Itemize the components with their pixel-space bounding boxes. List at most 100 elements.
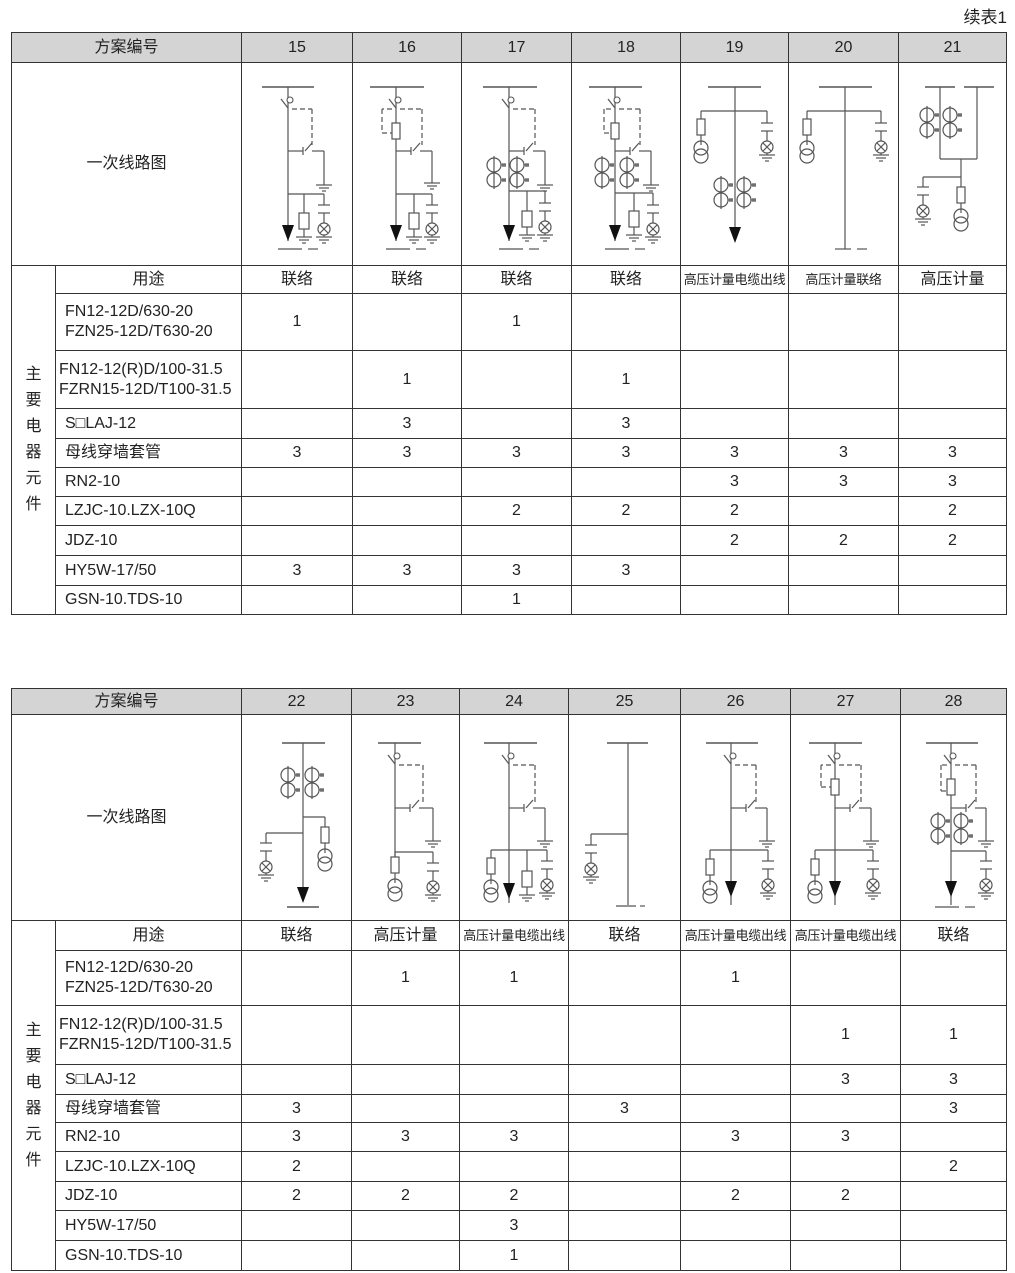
component-name: JDZ-10 [56, 1182, 242, 1211]
cable-outlet-arrow-icon [503, 225, 515, 241]
quantity-value: 1 [512, 591, 521, 608]
diagram-row-label: 一次线路图 [12, 63, 242, 266]
header-scheme-label: 方案编号 [12, 33, 242, 63]
component-quantity [791, 1152, 901, 1182]
cable-outlet-arrow-icon [945, 881, 957, 897]
ground-icon [915, 218, 931, 226]
component-name: FN12-12(R)D/100-31.5 FZRN15-12D/T100-31.5 [56, 1006, 242, 1065]
fuse-icon [610, 122, 620, 140]
component-quantity [569, 1123, 681, 1152]
earth-switch-icon [731, 799, 768, 841]
quantity-value: 3 [512, 561, 521, 579]
quantity-value: 1 [841, 1026, 850, 1043]
cable-outlet-arrow-icon [725, 881, 737, 897]
usage-cell: 高压计量电缆出线 [460, 921, 569, 951]
component-quantity: 1 [353, 351, 462, 409]
component-name-line: LZJC-10.LZX-10Q [65, 1157, 196, 1175]
component-quantity: 3 [569, 1095, 681, 1123]
component-name-line: GSN-10.TDS-10 [65, 591, 183, 608]
scheme-number: 21 [943, 38, 962, 56]
single-line-diagram-cell [572, 63, 681, 266]
component-name: 母线穿墙套管 [56, 1095, 242, 1123]
component-quantity: 1 [901, 1006, 1007, 1065]
usage-cell: 联络 [901, 921, 1007, 951]
group-label-char: 件 [25, 496, 42, 513]
fuse-icon [705, 858, 715, 876]
quantity-value: 1 [949, 1026, 958, 1043]
component-name-line: FZRN15-12D/T100-31.5 [59, 380, 232, 398]
component-name: RN2-10 [56, 468, 242, 497]
current-transformer-icon [509, 156, 529, 174]
component-quantity: 2 [899, 497, 1007, 526]
capacitor-icon [917, 186, 929, 196]
group-label-char: 主 [25, 1021, 42, 1039]
single-line-diagram [258, 742, 333, 908]
component-name-line: FZRN15-12D/T100-31.5 [59, 1036, 232, 1053]
quantity-value: 2 [292, 1157, 301, 1175]
load-switch-icon [388, 96, 402, 109]
component-name: GSN-10.TDS-10 [56, 586, 242, 615]
component-name-lines: LZJC-10.LZX-10Q [65, 1157, 196, 1177]
component-name-line: FN12-12(R)D/100-31.5 [59, 1016, 223, 1033]
component-quantity [572, 294, 681, 351]
usage-text: 联络 [608, 926, 641, 944]
component-name-line: JDZ-10 [65, 531, 118, 549]
usage-cell: 联络 [242, 266, 353, 294]
scheme-table-1: 方案编号 15 16 17 18 19 20 21 一次线路图主要电器元件用途 联络 联络 联络 联络高… [11, 32, 1007, 615]
component-quantity [352, 1211, 460, 1241]
load-switch-icon [607, 96, 621, 109]
component-name: FN12-12D/630-20 FZN25-12D/T630-20 [56, 951, 242, 1006]
voltage-transformer-icon [807, 880, 823, 904]
group-label-char: 件 [25, 1151, 42, 1169]
component-name-lines: HY5W-17/50 [65, 561, 156, 581]
quantity-value: 3 [621, 561, 631, 579]
single-line-diagram-cell [352, 715, 460, 921]
quantity-value: 3 [621, 444, 631, 461]
component-name: S□LAJ-12 [56, 1065, 242, 1095]
scheme-number: 19 [725, 38, 744, 56]
component-quantity: 2 [791, 1182, 901, 1211]
usage-text: 高压计量联络 [805, 271, 882, 287]
component-quantity [242, 1241, 352, 1271]
capacitor-icon [318, 204, 330, 214]
single-line-diagram [807, 742, 881, 905]
component-name: RN2-10 [56, 1123, 242, 1152]
single-line-diagram [262, 86, 332, 250]
current-transformer-icon [942, 121, 962, 139]
usage-text: 联络 [937, 926, 970, 944]
component-name: FN12-12(R)D/100-31.5 FZRN15-12D/T100-31.5 [56, 351, 242, 409]
component-quantity: 2 [681, 1182, 791, 1211]
component-quantity: 3 [789, 468, 899, 497]
ground-icon [258, 874, 274, 882]
component-quantity: 3 [791, 1065, 901, 1095]
quantity-value: 3 [620, 1099, 629, 1117]
component-quantity [681, 409, 789, 439]
component-quantity [242, 351, 353, 409]
usage-text: 高压计量电缆出线 [794, 927, 897, 943]
fuse-icon [802, 118, 812, 136]
group-label-char: 要 [25, 1047, 42, 1065]
component-quantity [353, 294, 462, 351]
single-line-diagram-cell [242, 63, 353, 266]
scheme-number: 25 [615, 692, 634, 710]
quantity-value: 3 [730, 473, 739, 490]
component-quantity [352, 1065, 460, 1095]
component-quantity: 2 [789, 526, 899, 556]
capacitor-icon [426, 204, 438, 214]
component-quantity [572, 526, 681, 556]
component-name: HY5W-17/50 [56, 556, 242, 586]
ground-icon [978, 892, 994, 900]
component-name-lines: LZJC-10.LZX-10Q [65, 501, 196, 521]
usage-text: 高压计量 [373, 926, 438, 944]
indicator-lamp-icon [760, 140, 774, 154]
component-quantity [789, 586, 899, 615]
load-switch-icon [723, 752, 737, 765]
component-quantity [352, 1095, 460, 1123]
usage-cell: 高压计量联络 [789, 266, 899, 294]
component-quantity [352, 1152, 460, 1182]
indicator-lamp-icon [979, 878, 993, 892]
fuse-icon [390, 856, 400, 874]
component-quantity: 2 [572, 497, 681, 526]
quantity-value: 2 [948, 502, 957, 519]
single-line-diagram-cell [899, 63, 1007, 266]
